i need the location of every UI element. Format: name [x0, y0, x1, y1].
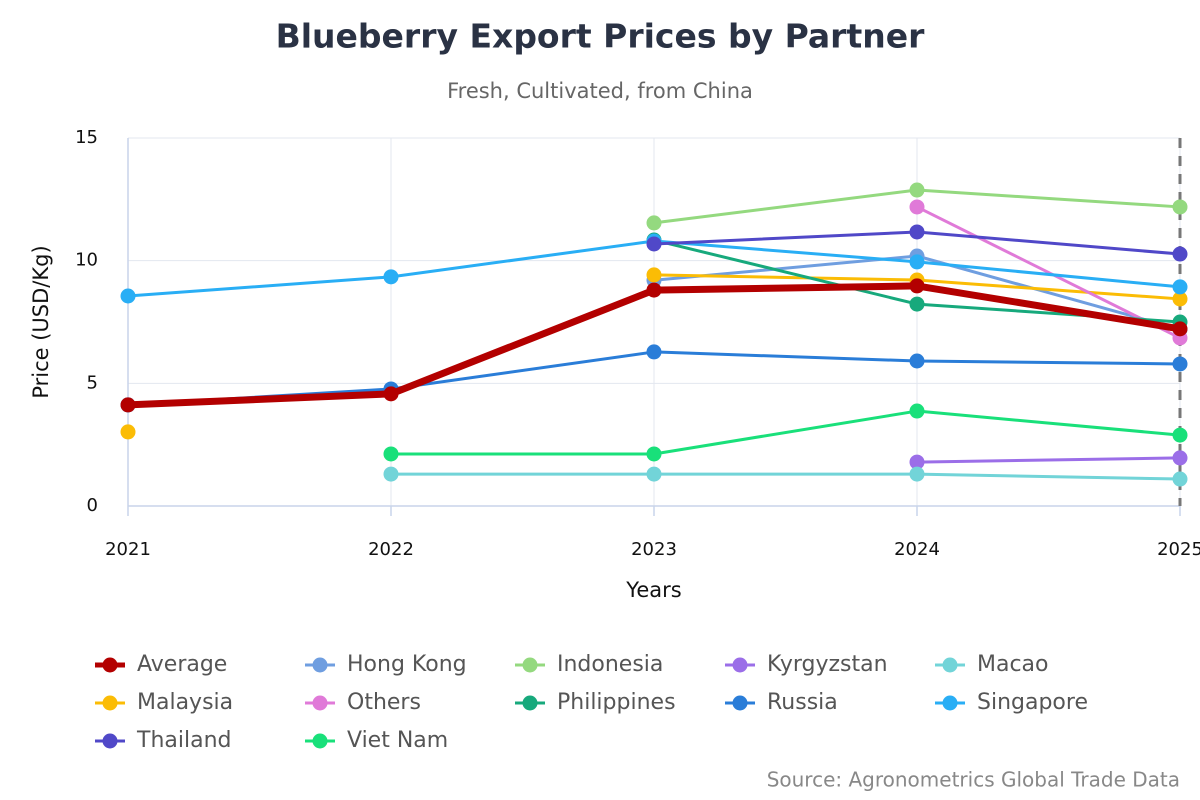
legend-item: Indonesia: [515, 652, 663, 677]
chart-title: Blueberry Export Prices by Partner: [276, 17, 926, 56]
legend-label: Kyrgyzstan: [767, 652, 888, 677]
legend-swatch: [312, 733, 328, 749]
x-tick-label: 2025: [1157, 539, 1200, 560]
legend-swatch: [732, 657, 748, 673]
data-point: [1172, 279, 1188, 295]
legend-label: Macao: [977, 652, 1049, 677]
series: [383, 466, 1188, 487]
data-point: [1172, 199, 1188, 215]
legend-swatch: [102, 695, 118, 711]
legend-label: Singapore: [977, 690, 1088, 715]
legend-item: Hong Kong: [305, 652, 467, 677]
legend-swatch: [102, 657, 118, 673]
legend-swatch: [522, 695, 538, 711]
legend-label: Philippines: [557, 690, 676, 715]
series: [646, 224, 1188, 262]
series-line: [916, 456, 1181, 464]
data-point: [909, 454, 925, 470]
x-tick-label: 2023: [631, 539, 677, 560]
data-point: [909, 254, 925, 270]
legend-label: Others: [347, 690, 421, 715]
data-point: [383, 269, 399, 285]
y-tick-label: 0: [87, 495, 98, 516]
legend-label: Russia: [767, 690, 838, 715]
data-point: [1172, 356, 1188, 372]
x-tick-label: 2024: [894, 539, 940, 560]
data-point: [120, 397, 136, 413]
data-point: [1172, 450, 1188, 466]
data-point: [646, 282, 662, 298]
series: [383, 403, 1188, 462]
series: [909, 450, 1188, 470]
data-point: [646, 236, 662, 252]
legend-swatch: [942, 657, 958, 673]
data-point: [646, 466, 662, 482]
legend-item: Russia: [725, 690, 838, 715]
y-tick-label: 5: [87, 372, 98, 393]
data-point: [909, 466, 925, 482]
legend-item: Others: [305, 690, 421, 715]
data-point: [646, 267, 662, 283]
legend-swatch: [102, 733, 118, 749]
legend-label: Thailand: [136, 728, 231, 753]
data-point: [909, 199, 925, 215]
data-point: [383, 466, 399, 482]
legend-swatch: [312, 695, 328, 711]
legend-item: Philippines: [515, 690, 676, 715]
x-tick-label: 2022: [368, 539, 414, 560]
data-point: [909, 353, 925, 369]
plot-area: [120, 182, 1188, 487]
y-tick-label: 15: [75, 127, 98, 148]
data-point: [1172, 291, 1188, 307]
legend-swatch: [942, 695, 958, 711]
series: [120, 278, 1188, 413]
legend-swatch: [312, 657, 328, 673]
legend-label: Hong Kong: [347, 652, 467, 677]
series: [646, 182, 1188, 231]
x-tick-label: 2021: [105, 539, 151, 560]
data-point: [909, 403, 925, 419]
y-axis-title: Price (USD/Kg): [29, 245, 53, 398]
legend-item: Macao: [935, 652, 1049, 677]
data-point: [1172, 427, 1188, 443]
series-line: [916, 205, 1181, 340]
series-line: [391, 409, 1181, 456]
legend-swatch: [732, 695, 748, 711]
legend-label: Malaysia: [137, 690, 233, 715]
data-point: [383, 446, 399, 462]
legend-item: Viet Nam: [305, 728, 448, 753]
data-point: [909, 278, 925, 294]
data-point: [909, 224, 925, 240]
y-tick-label: 10: [75, 250, 98, 271]
legend-label: Viet Nam: [347, 728, 448, 753]
legend: Average Hong Kong Indonesia Kyrgyzstan Macao…: [95, 652, 1088, 753]
data-point: [1172, 246, 1188, 262]
source-note: Source: Agronometrics Global Trade Data: [767, 768, 1180, 792]
legend-item: Singapore: [935, 690, 1088, 715]
legend-label: Indonesia: [557, 652, 663, 677]
legend-label: Average: [137, 652, 227, 677]
series-line: [391, 472, 1181, 481]
x-axis-title: Years: [625, 578, 681, 602]
data-point: [646, 215, 662, 231]
data-point: [1172, 471, 1188, 487]
data-point: [909, 182, 925, 198]
data-point: [120, 288, 136, 304]
legend-item: Kyrgyzstan: [725, 652, 888, 677]
legend-swatch: [522, 657, 538, 673]
data-point: [383, 386, 399, 402]
data-point: [646, 344, 662, 360]
data-point: [646, 446, 662, 462]
data-point: [120, 424, 136, 440]
legend-item: Average: [95, 652, 227, 677]
data-point: [909, 296, 925, 312]
legend-item: Malaysia: [95, 690, 233, 715]
data-point: [1172, 321, 1188, 337]
legend-item: Thailand: [95, 728, 231, 753]
chart-subtitle: Fresh, Cultivated, from China: [447, 79, 753, 103]
